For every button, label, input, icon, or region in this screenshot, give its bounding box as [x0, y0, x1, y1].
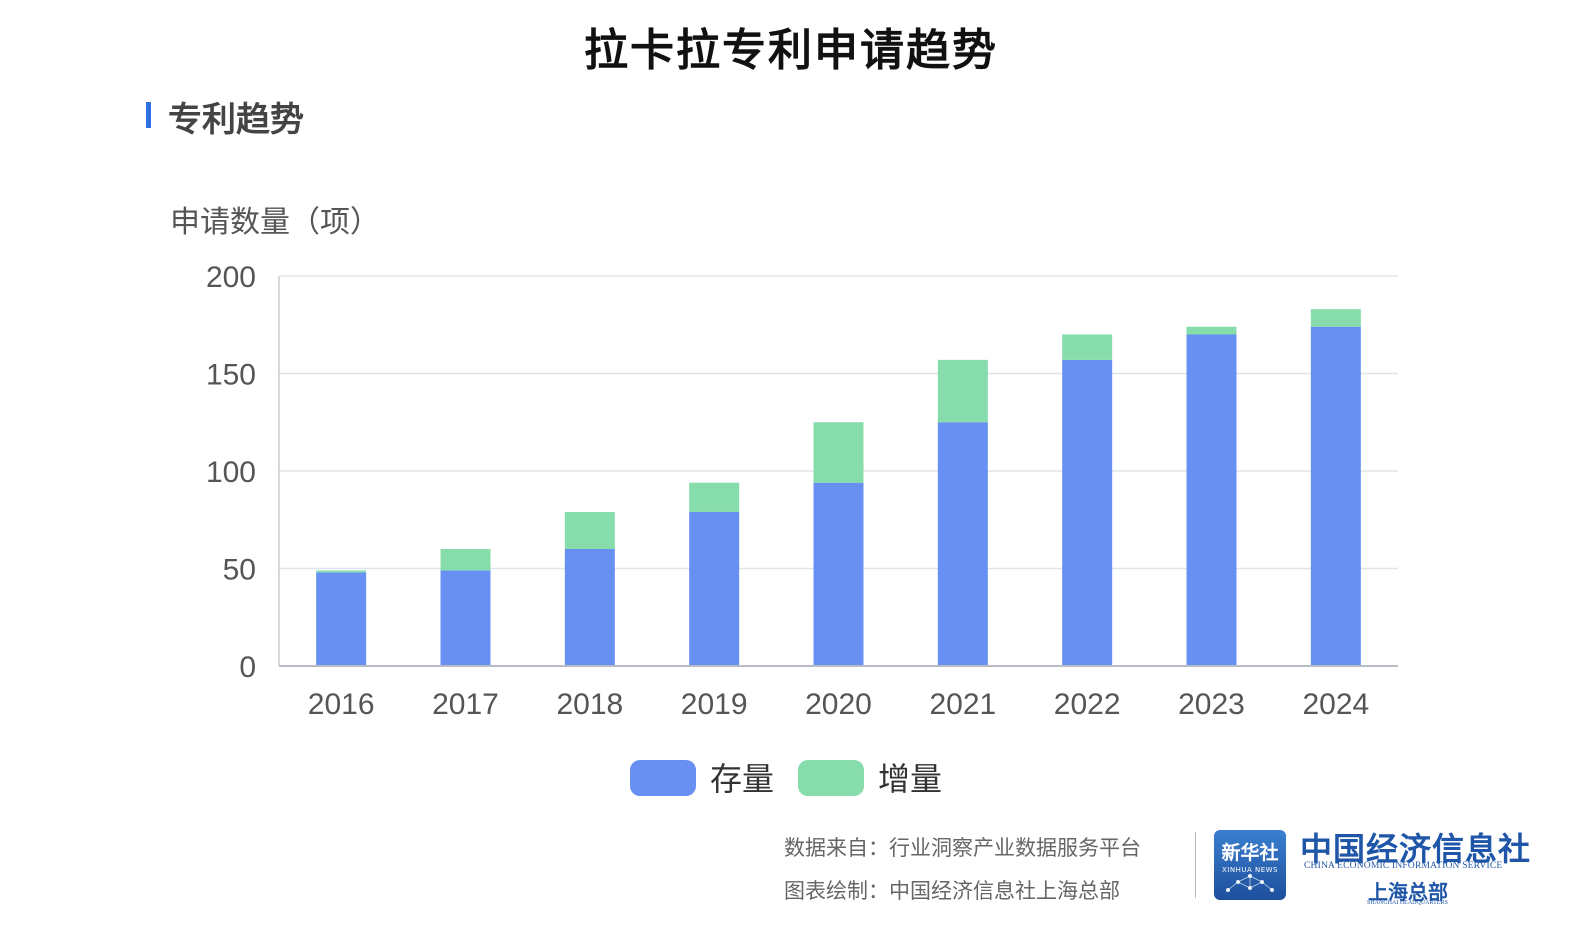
- footer-divider: [1195, 832, 1196, 898]
- x-tick-label: 2016: [308, 688, 375, 721]
- bar-2019-increment: [689, 482, 740, 512]
- bar-2016-stock: [316, 572, 367, 666]
- ceis-logo-sub-en: SHANGHAI HEADQUARTERS: [1367, 900, 1448, 906]
- bar-2022-stock: [1062, 359, 1113, 666]
- legend-label-stock: 存量: [710, 760, 774, 798]
- x-tick-label: 2022: [1054, 688, 1121, 721]
- bar-2023-increment: [1186, 326, 1237, 335]
- xinhua-logo: 新华社 XINHUA NEWS: [1214, 830, 1286, 900]
- y-tick-label: 150: [206, 359, 256, 392]
- x-tick-label: 2018: [556, 688, 623, 721]
- bar-2018-increment: [564, 511, 615, 549]
- bar-2020-increment: [813, 422, 864, 483]
- footer-source: 数据来自：行业洞察产业数据服务平台: [784, 836, 1141, 860]
- bar-2024-increment: [1310, 309, 1361, 327]
- y-tick-label: 100: [206, 456, 256, 489]
- x-tick-label: 2021: [929, 688, 996, 721]
- bar-2024-stock: [1310, 326, 1361, 666]
- legend-label-increment: 增量: [878, 760, 942, 798]
- y-tick-label: 50: [223, 554, 256, 587]
- bar-2019-stock: [689, 511, 740, 666]
- x-tick-label: 2023: [1178, 688, 1245, 721]
- x-tick-label: 2019: [681, 688, 748, 721]
- bar-2018-stock: [564, 549, 615, 666]
- bar-2021-stock: [937, 422, 988, 666]
- bar-2023-stock: [1186, 334, 1237, 666]
- xinhua-logo-en: XINHUA NEWS: [1221, 866, 1279, 874]
- section-title: 专利趋势: [168, 100, 304, 140]
- bar-2021-increment: [937, 359, 988, 423]
- bar-2022-increment: [1062, 334, 1113, 360]
- legend-swatch-stock: [630, 760, 696, 796]
- network-dots-icon: [1226, 874, 1274, 892]
- x-tick-label: 2024: [1302, 688, 1369, 721]
- xinhua-logo-cn: 新华社: [1221, 842, 1279, 864]
- ceis-logo-sub: 上海总部: [1368, 880, 1448, 904]
- ceis-logo-cn: 中国经济信息社: [1300, 830, 1532, 868]
- bar-2017-increment: [440, 549, 491, 571]
- y-axis-label: 申请数量（项）: [170, 205, 380, 240]
- legend-swatch-increment: [798, 760, 864, 796]
- y-tick-label: 0: [239, 651, 256, 684]
- ceis-logo-en: CHINA ECONOMIC INFORMATION SERVICE: [1304, 861, 1503, 871]
- y-tick-label: 200: [206, 261, 256, 294]
- x-tick-label: 2017: [432, 688, 499, 721]
- main-title: 拉卡拉专利申请趋势: [584, 25, 998, 76]
- bar-2016-increment: [316, 570, 367, 573]
- section-accent-bar: [146, 102, 151, 128]
- bar-2017-stock: [440, 570, 491, 666]
- bar-2020-stock: [813, 482, 864, 666]
- x-tick-label: 2020: [805, 688, 872, 721]
- footer-drawn-by: 图表绘制：中国经济信息社上海总部: [784, 879, 1120, 903]
